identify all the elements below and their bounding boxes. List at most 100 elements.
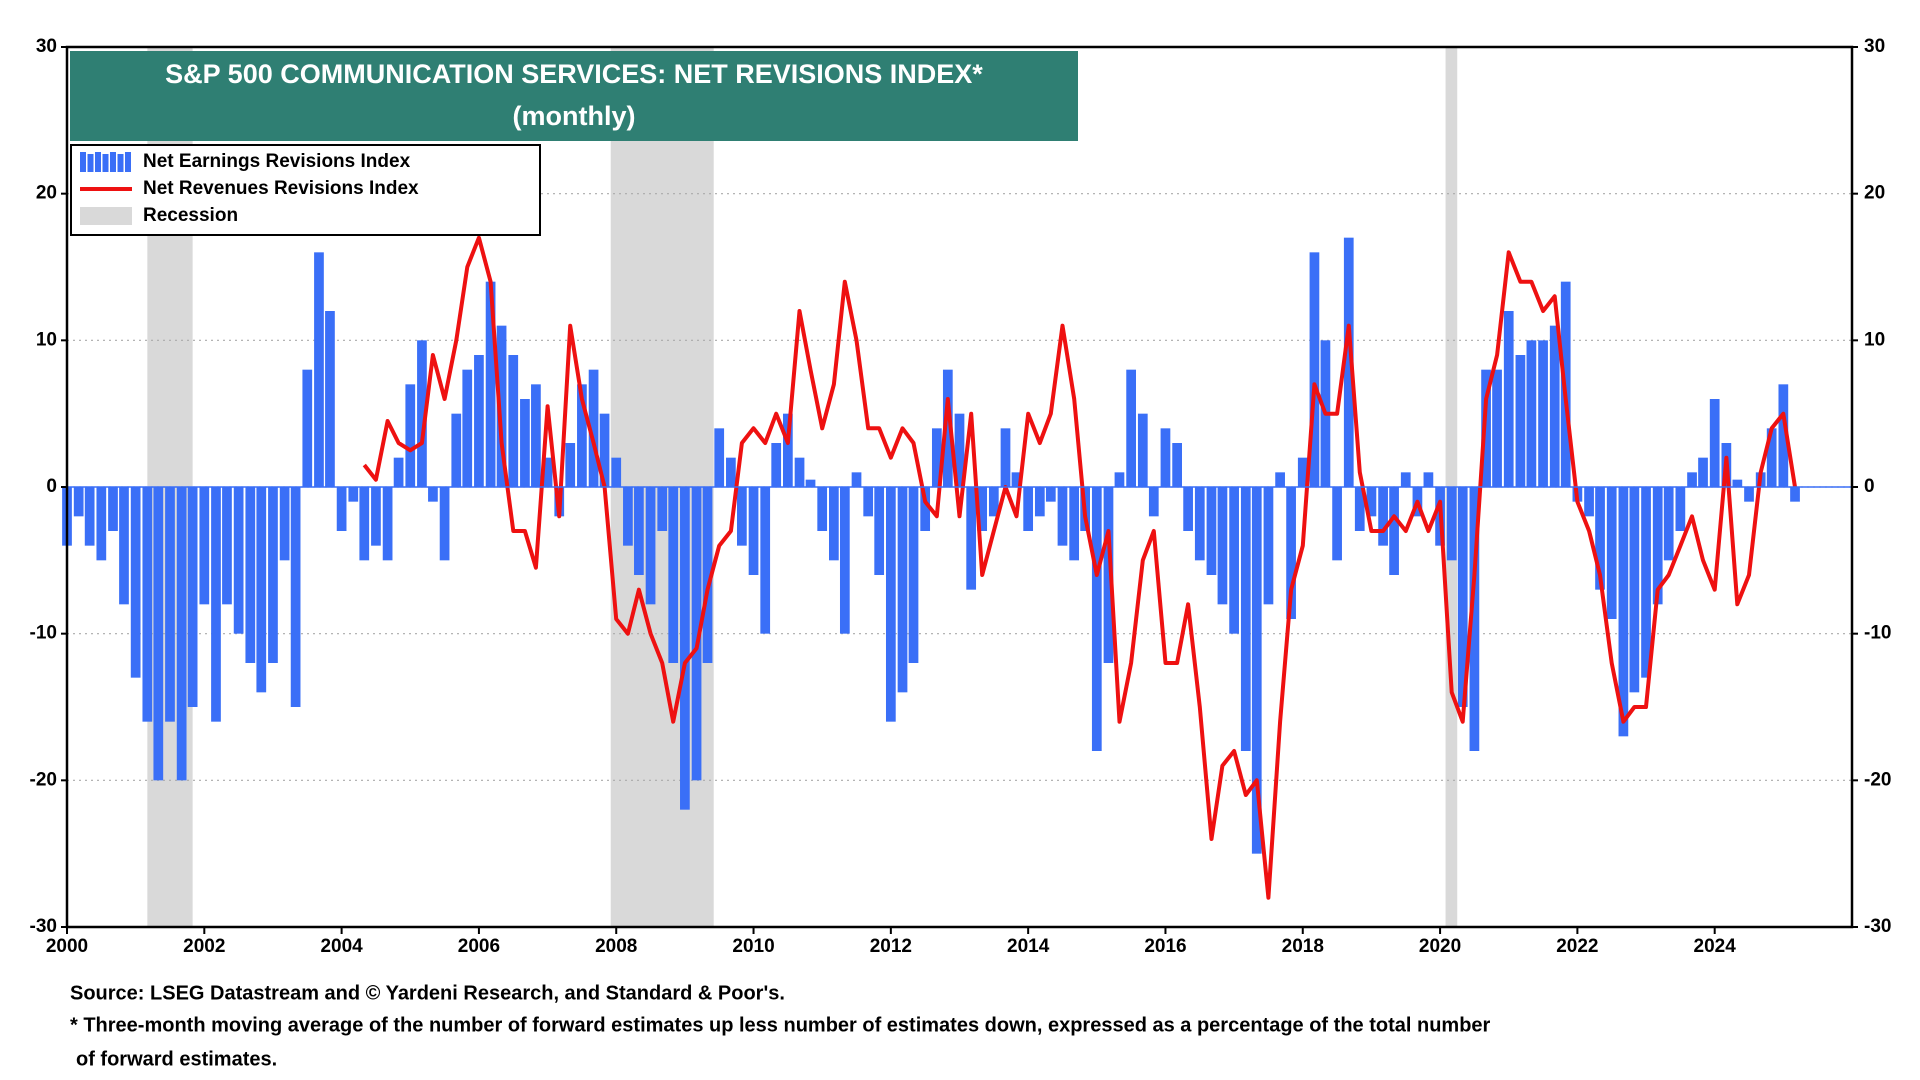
bar [1457, 487, 1468, 707]
y2-tick-label: -30 [1864, 916, 1891, 937]
bar [908, 487, 919, 663]
bar [1366, 487, 1377, 517]
marks [62, 235, 1852, 900]
bar [1332, 487, 1342, 561]
bar [565, 443, 576, 487]
y-tick-label: -30 [30, 916, 57, 937]
bar [1229, 487, 1239, 634]
bar [851, 472, 862, 487]
bar [348, 487, 359, 502]
bar [371, 487, 381, 546]
y2-tick-label: 20 [1864, 183, 1885, 204]
bar [1000, 428, 1011, 487]
y2-tick-label: 30 [1864, 36, 1885, 57]
bar [1675, 487, 1686, 531]
x-tick-label: 2018 [1282, 936, 1324, 957]
legend-swatch-bar [117, 154, 124, 172]
bar [1641, 487, 1651, 678]
bar [920, 487, 931, 531]
bar [737, 487, 747, 546]
bar [1114, 472, 1125, 487]
bar [885, 487, 896, 722]
bar [1126, 369, 1136, 487]
legend-swatch-bar [87, 154, 94, 172]
bar [199, 487, 210, 605]
bar [245, 487, 256, 663]
bar [1584, 487, 1594, 517]
bar [325, 311, 335, 487]
bar [794, 457, 805, 487]
bar [1103, 487, 1114, 663]
bar [954, 413, 965, 487]
bar [760, 487, 771, 634]
bar [1263, 487, 1274, 605]
bar [302, 369, 313, 487]
bar [1526, 340, 1537, 487]
legend-swatch-bar [95, 152, 101, 172]
bar [1618, 487, 1629, 737]
bar [187, 487, 198, 707]
bar [748, 487, 759, 575]
bar [1160, 428, 1171, 487]
bar [153, 487, 164, 781]
bar [599, 413, 610, 487]
x-tick-label: 2020 [1419, 936, 1461, 957]
bar [1389, 487, 1399, 575]
bar [1148, 487, 1159, 517]
bar [165, 487, 175, 722]
bar [1217, 487, 1228, 605]
y2-tick-label: -20 [1864, 769, 1891, 790]
x-tick-label: 2002 [183, 936, 225, 957]
bar [1137, 413, 1148, 487]
chart-subtitle: (monthly) [513, 101, 636, 131]
bar [142, 487, 153, 722]
x-tick-label: 2016 [1144, 936, 1186, 957]
bar [805, 479, 816, 487]
bar [474, 355, 484, 487]
x-tick-label: 2006 [458, 936, 500, 957]
bar [1663, 487, 1674, 561]
x-tick-label: 2024 [1694, 936, 1737, 957]
bar [1538, 340, 1548, 487]
footnote: * Three-month moving average of the numb… [70, 1014, 1491, 1036]
bar [73, 487, 84, 517]
bar [336, 487, 347, 531]
bar [405, 384, 416, 487]
bar [1183, 487, 1193, 531]
bar [1057, 487, 1068, 546]
bar [680, 487, 690, 810]
bar [1778, 384, 1789, 487]
bar [508, 355, 519, 487]
bar [863, 487, 874, 517]
y2-tick-label: 0 [1864, 476, 1875, 497]
bar [1400, 472, 1411, 487]
bar [1206, 487, 1217, 575]
bar [1629, 487, 1640, 693]
x-tick-label: 2012 [870, 936, 912, 957]
bar [268, 487, 278, 663]
bar [1423, 472, 1434, 487]
bar [988, 487, 999, 517]
x-tick-label: 2014 [1007, 936, 1050, 957]
bar [1091, 487, 1102, 751]
bar [817, 487, 828, 531]
bar [645, 487, 656, 605]
bar [702, 487, 713, 663]
bar [634, 487, 644, 575]
bar [1378, 487, 1388, 546]
bar [222, 487, 232, 605]
bar [382, 487, 393, 561]
bar [211, 487, 221, 722]
legend-label: Net Revenues Revisions Index [143, 178, 419, 199]
bar [84, 487, 95, 546]
bar [176, 487, 187, 781]
bar [1492, 369, 1502, 487]
bar [130, 487, 141, 678]
y2-tick-label: -10 [1864, 623, 1891, 644]
bar [1549, 325, 1560, 487]
legend-swatch-bar [80, 152, 86, 172]
bar [577, 384, 587, 487]
bar [1446, 487, 1457, 561]
bar [496, 325, 507, 487]
